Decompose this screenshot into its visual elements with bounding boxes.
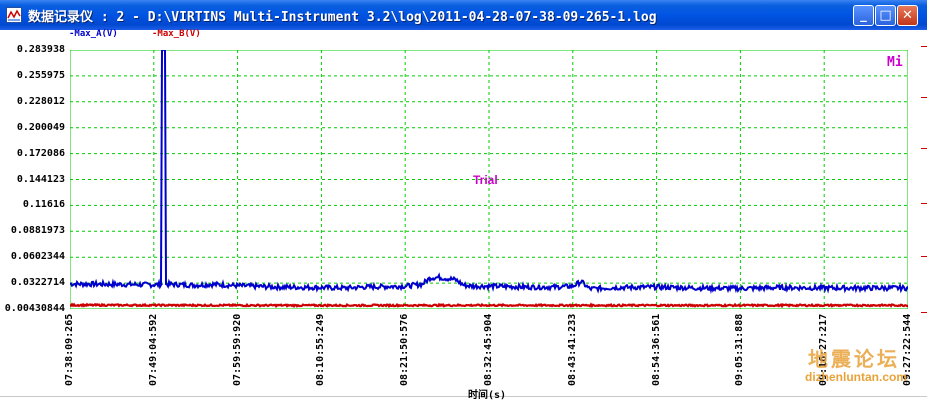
x-tick-label: 09:05:31:888 [734,313,746,386]
data-point [697,287,700,289]
data-point [580,280,582,283]
y-tick-label: 0.255975 [16,69,65,81]
data-point [907,304,908,306]
data-point [170,283,172,285]
data-point [463,284,465,286]
data-point [195,284,197,286]
legend-item-max-b: -Max_B(V) [152,29,201,39]
data-point [404,285,406,287]
data-point [454,279,457,281]
right-axis-tick [921,256,927,257]
data-point [237,285,239,287]
legend-item-max-a: -Max_A(V) [69,29,118,39]
data-point [70,283,71,285]
data-point [320,286,322,289]
data-point [488,285,490,287]
y-tick-label: 0.172086 [16,147,65,159]
x-tick-label: 08:54:36:561 [650,313,662,386]
data-point [362,286,364,288]
data-point [697,304,700,306]
y-tick-label: 0.00430844 [4,303,65,314]
window-bottom-edge [0,396,927,397]
app-icon [6,7,22,23]
data-point [739,287,742,289]
y-tick-label: 0.144123 [16,173,65,185]
y-tick-label: 0.0602344 [10,251,65,263]
y-tick-label: 0.228012 [16,95,65,107]
data-point [471,285,473,287]
forum-watermark-url: dizhenluntan.com [805,370,907,384]
y-tick-label: 0.0322714 [10,277,65,289]
forum-watermark-logo: 地震论坛 [808,347,900,371]
data-point [555,286,557,288]
data-point [823,287,825,289]
y-tick-label: 0.0881973 [10,225,65,237]
data-point [572,285,574,287]
data-point [161,283,163,285]
data-point [421,283,423,285]
data-point [781,286,783,289]
close-button[interactable]: ✕ [897,5,918,26]
data-point [278,304,281,306]
x-tick-label: 08:10:55:249 [315,313,327,386]
y-tick-label: 0.11616 [22,199,65,211]
x-tick-label: 07:59:59:920 [231,313,243,386]
y-tick-label: 0.283938 [16,44,65,55]
data-point [614,286,616,289]
x-axis-label: 时间(s) [468,390,507,401]
data-point [589,288,591,290]
data-point [164,283,167,285]
right-axis-tick [921,148,927,149]
x-tick-label: 08:21:50:576 [399,313,411,386]
data-point [438,276,440,278]
right-axis-tick [921,312,927,313]
right-axis-tick [921,203,927,204]
series-line [70,50,908,295]
maximize-button[interactable]: □ [875,5,896,26]
data-point [211,283,214,285]
data-point [656,286,658,288]
data-point [111,283,113,285]
data-point [429,277,431,279]
series-layer [70,50,908,309]
data-point [278,286,281,288]
data-point [163,50,165,51]
data-point [70,304,71,306]
right-axis-tick [921,46,927,47]
title-bar[interactable]: 数据记录仪 : 2 - D:\VIRTINS Multi-Instrument … [0,0,927,30]
x-tick-label: 07:38:09:265 [64,313,75,386]
data-point [488,304,490,306]
trial-watermark: Trial [473,173,498,187]
data-point [907,287,908,289]
grid-lines [70,50,908,309]
data-point [345,287,348,289]
data-point [530,286,532,288]
y-tick-label: 0.200049 [16,121,65,133]
minimize-button[interactable]: _ [853,5,874,26]
chart-plot-area [70,50,908,309]
series-max-a-v- [70,50,908,295]
series-max-b-v- [70,302,908,309]
x-tick-label: 07:49:04:592 [147,313,159,386]
data-point [865,287,867,289]
right-axis-tick [921,97,927,98]
data-point [153,284,155,286]
x-tick-label: 08:32:45:904 [483,313,494,386]
x-tick-label: 08:43:41:233 [566,313,578,386]
mi-badge: Mi [887,55,903,70]
window-title: 数据记录仪 : 2 - D:\VIRTINS Multi-Instrument … [28,10,657,25]
